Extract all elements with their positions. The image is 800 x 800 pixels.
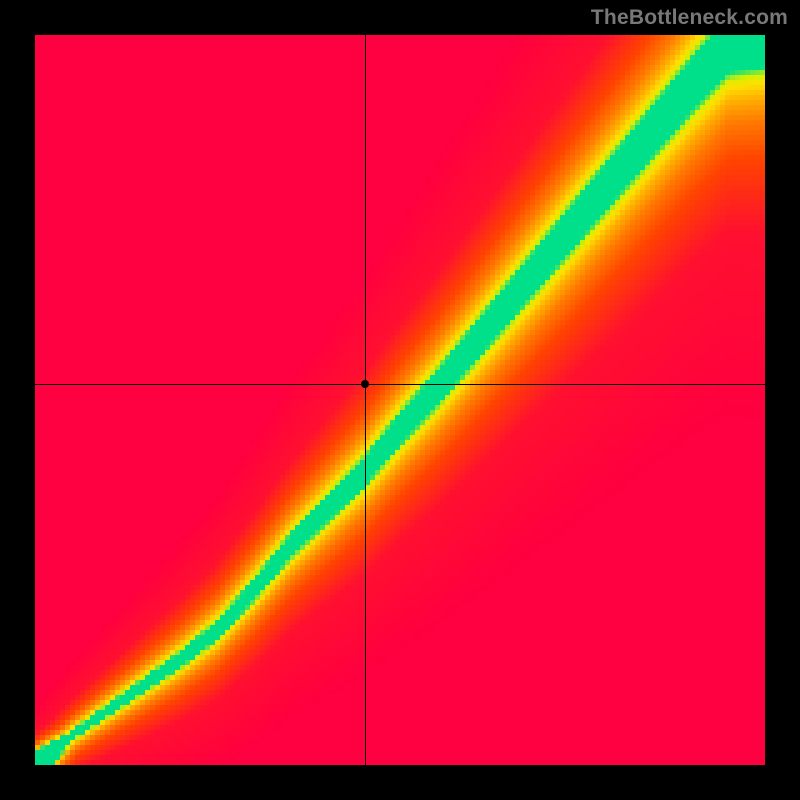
crosshair-vertical [365, 35, 366, 765]
heatmap-canvas [35, 35, 765, 765]
watermark: TheBottleneck.com [591, 6, 788, 30]
heatmap-plot [35, 35, 765, 765]
crosshair-horizontal [35, 384, 765, 385]
marker-dot [361, 380, 369, 388]
